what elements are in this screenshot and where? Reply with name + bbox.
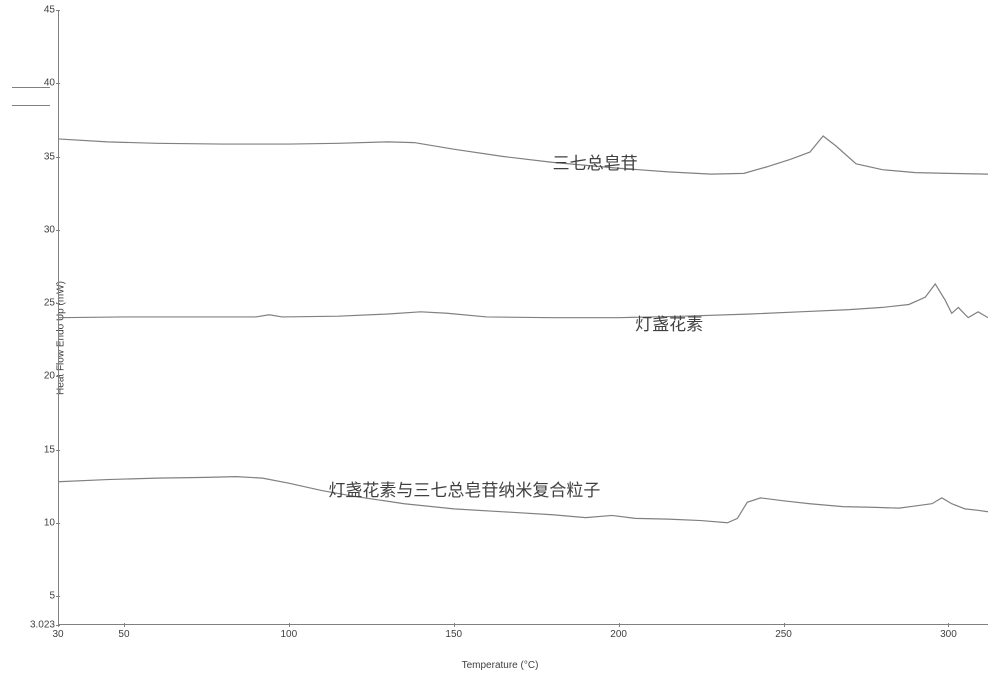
x-tick [454,623,455,627]
legend-line [12,87,50,88]
y-tick-label: 15 [15,444,55,455]
curve [58,136,988,174]
x-tick-label: 300 [940,629,957,640]
y-tick [56,523,60,524]
x-tick [784,623,785,627]
y-tick-label: 10 [15,517,55,528]
y-tick-label: 3.023 [15,620,55,631]
x-tick [289,623,290,627]
x-tick-label: 250 [775,629,792,640]
curves-svg [58,10,988,625]
x-tick-label: 100 [281,629,298,640]
series-label-1: 灯盏花素 [635,310,703,335]
y-tick [56,303,60,304]
y-tick-label: 30 [15,224,55,235]
x-tick-label: 50 [118,629,129,640]
x-tick-label: 150 [445,629,462,640]
y-tick [56,83,60,84]
x-tick-label: 30 [52,629,63,640]
dsc-chart: Heat Flow Endo Up (mW) Temperature (°C) … [0,0,1000,675]
legend-line [12,105,50,106]
x-axis-label: Temperature (°C) [462,660,539,671]
x-tick-label: 200 [610,629,627,640]
x-tick [58,623,59,627]
x-tick [619,623,620,627]
y-tick [56,10,60,11]
y-tick-label: 20 [15,371,55,382]
y-tick-label: 25 [15,298,55,309]
y-tick-label: 45 [15,5,55,16]
y-tick [56,376,60,377]
series-label-0: 三七总皂苷 [553,149,638,174]
x-tick [124,623,125,627]
y-tick-label: 35 [15,151,55,162]
y-tick [56,596,60,597]
y-tick [56,230,60,231]
y-tick [56,450,60,451]
y-tick-label: 5 [15,591,55,602]
x-tick [948,623,949,627]
series-label-2: 灯盏花素与三七总皂苷纳米复合粒子 [328,476,600,501]
curve [58,284,988,318]
y-tick [56,157,60,158]
